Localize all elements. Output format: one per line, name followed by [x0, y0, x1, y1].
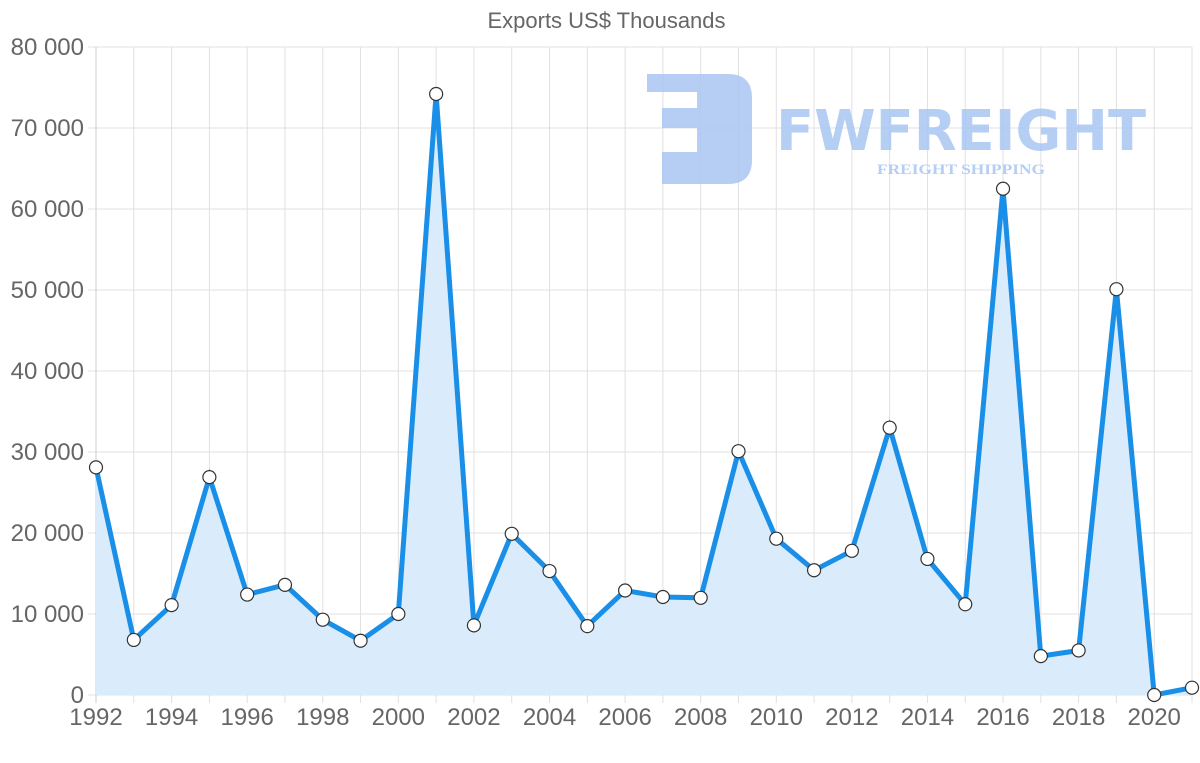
data-point-marker[interactable] — [618, 583, 633, 598]
x-tick-label: 2012 — [825, 704, 878, 731]
y-tick-label: 10 000 — [11, 601, 84, 628]
data-point-marker[interactable] — [88, 460, 104, 475]
x-tick-label: 1998 — [296, 704, 349, 731]
data-point-marker[interactable] — [1071, 643, 1086, 658]
data-point-marker[interactable] — [466, 618, 482, 633]
x-tick-label: 1994 — [145, 704, 198, 731]
data-point-marker[interactable] — [731, 444, 746, 459]
y-tick-label: 40 000 — [11, 358, 84, 385]
data-point-marker[interactable] — [1184, 680, 1200, 695]
y-tick-label: 80 000 — [11, 34, 84, 61]
chart-title: Exports US$ Thousands — [487, 8, 726, 33]
y-tick-label: 70 000 — [11, 115, 84, 142]
x-tick-label: 2014 — [901, 704, 954, 731]
y-tick-label: 20 000 — [11, 520, 84, 547]
x-tick-label: 2016 — [976, 704, 1029, 731]
data-point-marker[interactable] — [164, 597, 179, 613]
data-point-marker[interactable] — [693, 590, 708, 605]
data-point-marker[interactable] — [240, 587, 255, 602]
data-point-marker[interactable] — [202, 470, 217, 485]
y-tick-label: 30 000 — [11, 439, 84, 466]
x-tick-label: 2008 — [674, 704, 727, 731]
data-point-marker[interactable] — [504, 526, 519, 541]
data-point-marker[interactable] — [655, 589, 670, 605]
y-tick-label: 50 000 — [11, 277, 84, 304]
area-fill — [96, 94, 1192, 695]
data-point-marker[interactable] — [882, 420, 897, 435]
data-point-marker[interactable] — [353, 633, 368, 648]
data-point-marker[interactable] — [391, 606, 406, 622]
data-point-marker[interactable] — [1033, 649, 1048, 664]
data-point-marker[interactable] — [277, 577, 293, 592]
x-tick-label: 2000 — [372, 704, 425, 731]
data-point-marker[interactable] — [806, 563, 822, 578]
x-tick-label: 2002 — [447, 704, 500, 731]
data-point-marker[interactable] — [844, 543, 859, 558]
watermark-brand: FWFREIGHT — [776, 99, 1146, 164]
y-tick-label: 60 000 — [11, 196, 84, 223]
data-markers — [88, 86, 1200, 703]
x-tick-label: 2010 — [750, 704, 803, 731]
data-point-marker[interactable] — [920, 551, 935, 567]
data-point-marker[interactable] — [995, 181, 1011, 196]
x-tick-label: 2006 — [598, 704, 651, 731]
data-point-marker[interactable] — [429, 86, 444, 102]
x-tick-label: 2004 — [523, 704, 576, 731]
data-point-marker[interactable] — [315, 612, 330, 627]
x-tick-label: 2018 — [1052, 704, 1105, 731]
data-point-marker[interactable] — [542, 563, 557, 579]
watermark-tagline: FREIGHT SHIPPING — [877, 162, 1045, 178]
fwfreight-logo-icon — [647, 74, 752, 184]
data-point-marker[interactable] — [126, 632, 141, 648]
y-tick-label: 0 — [71, 682, 84, 709]
data-point-marker[interactable] — [958, 597, 973, 612]
fwfreight-watermark: FWFREIGHT FREIGHT SHIPPING — [647, 74, 1146, 184]
x-tick-label: 1996 — [220, 704, 273, 731]
data-point-marker[interactable] — [1147, 687, 1162, 703]
x-tick-label: 1992 — [69, 704, 122, 731]
data-point-marker[interactable] — [769, 531, 784, 546]
data-point-marker[interactable] — [580, 619, 595, 634]
x-tick-label: 2020 — [1128, 704, 1181, 731]
axis-labels: 0 10 000 20 000 30 000 40 000 50 000 60 000 70 … — [11, 34, 1181, 731]
data-point-marker[interactable] — [1109, 282, 1124, 297]
